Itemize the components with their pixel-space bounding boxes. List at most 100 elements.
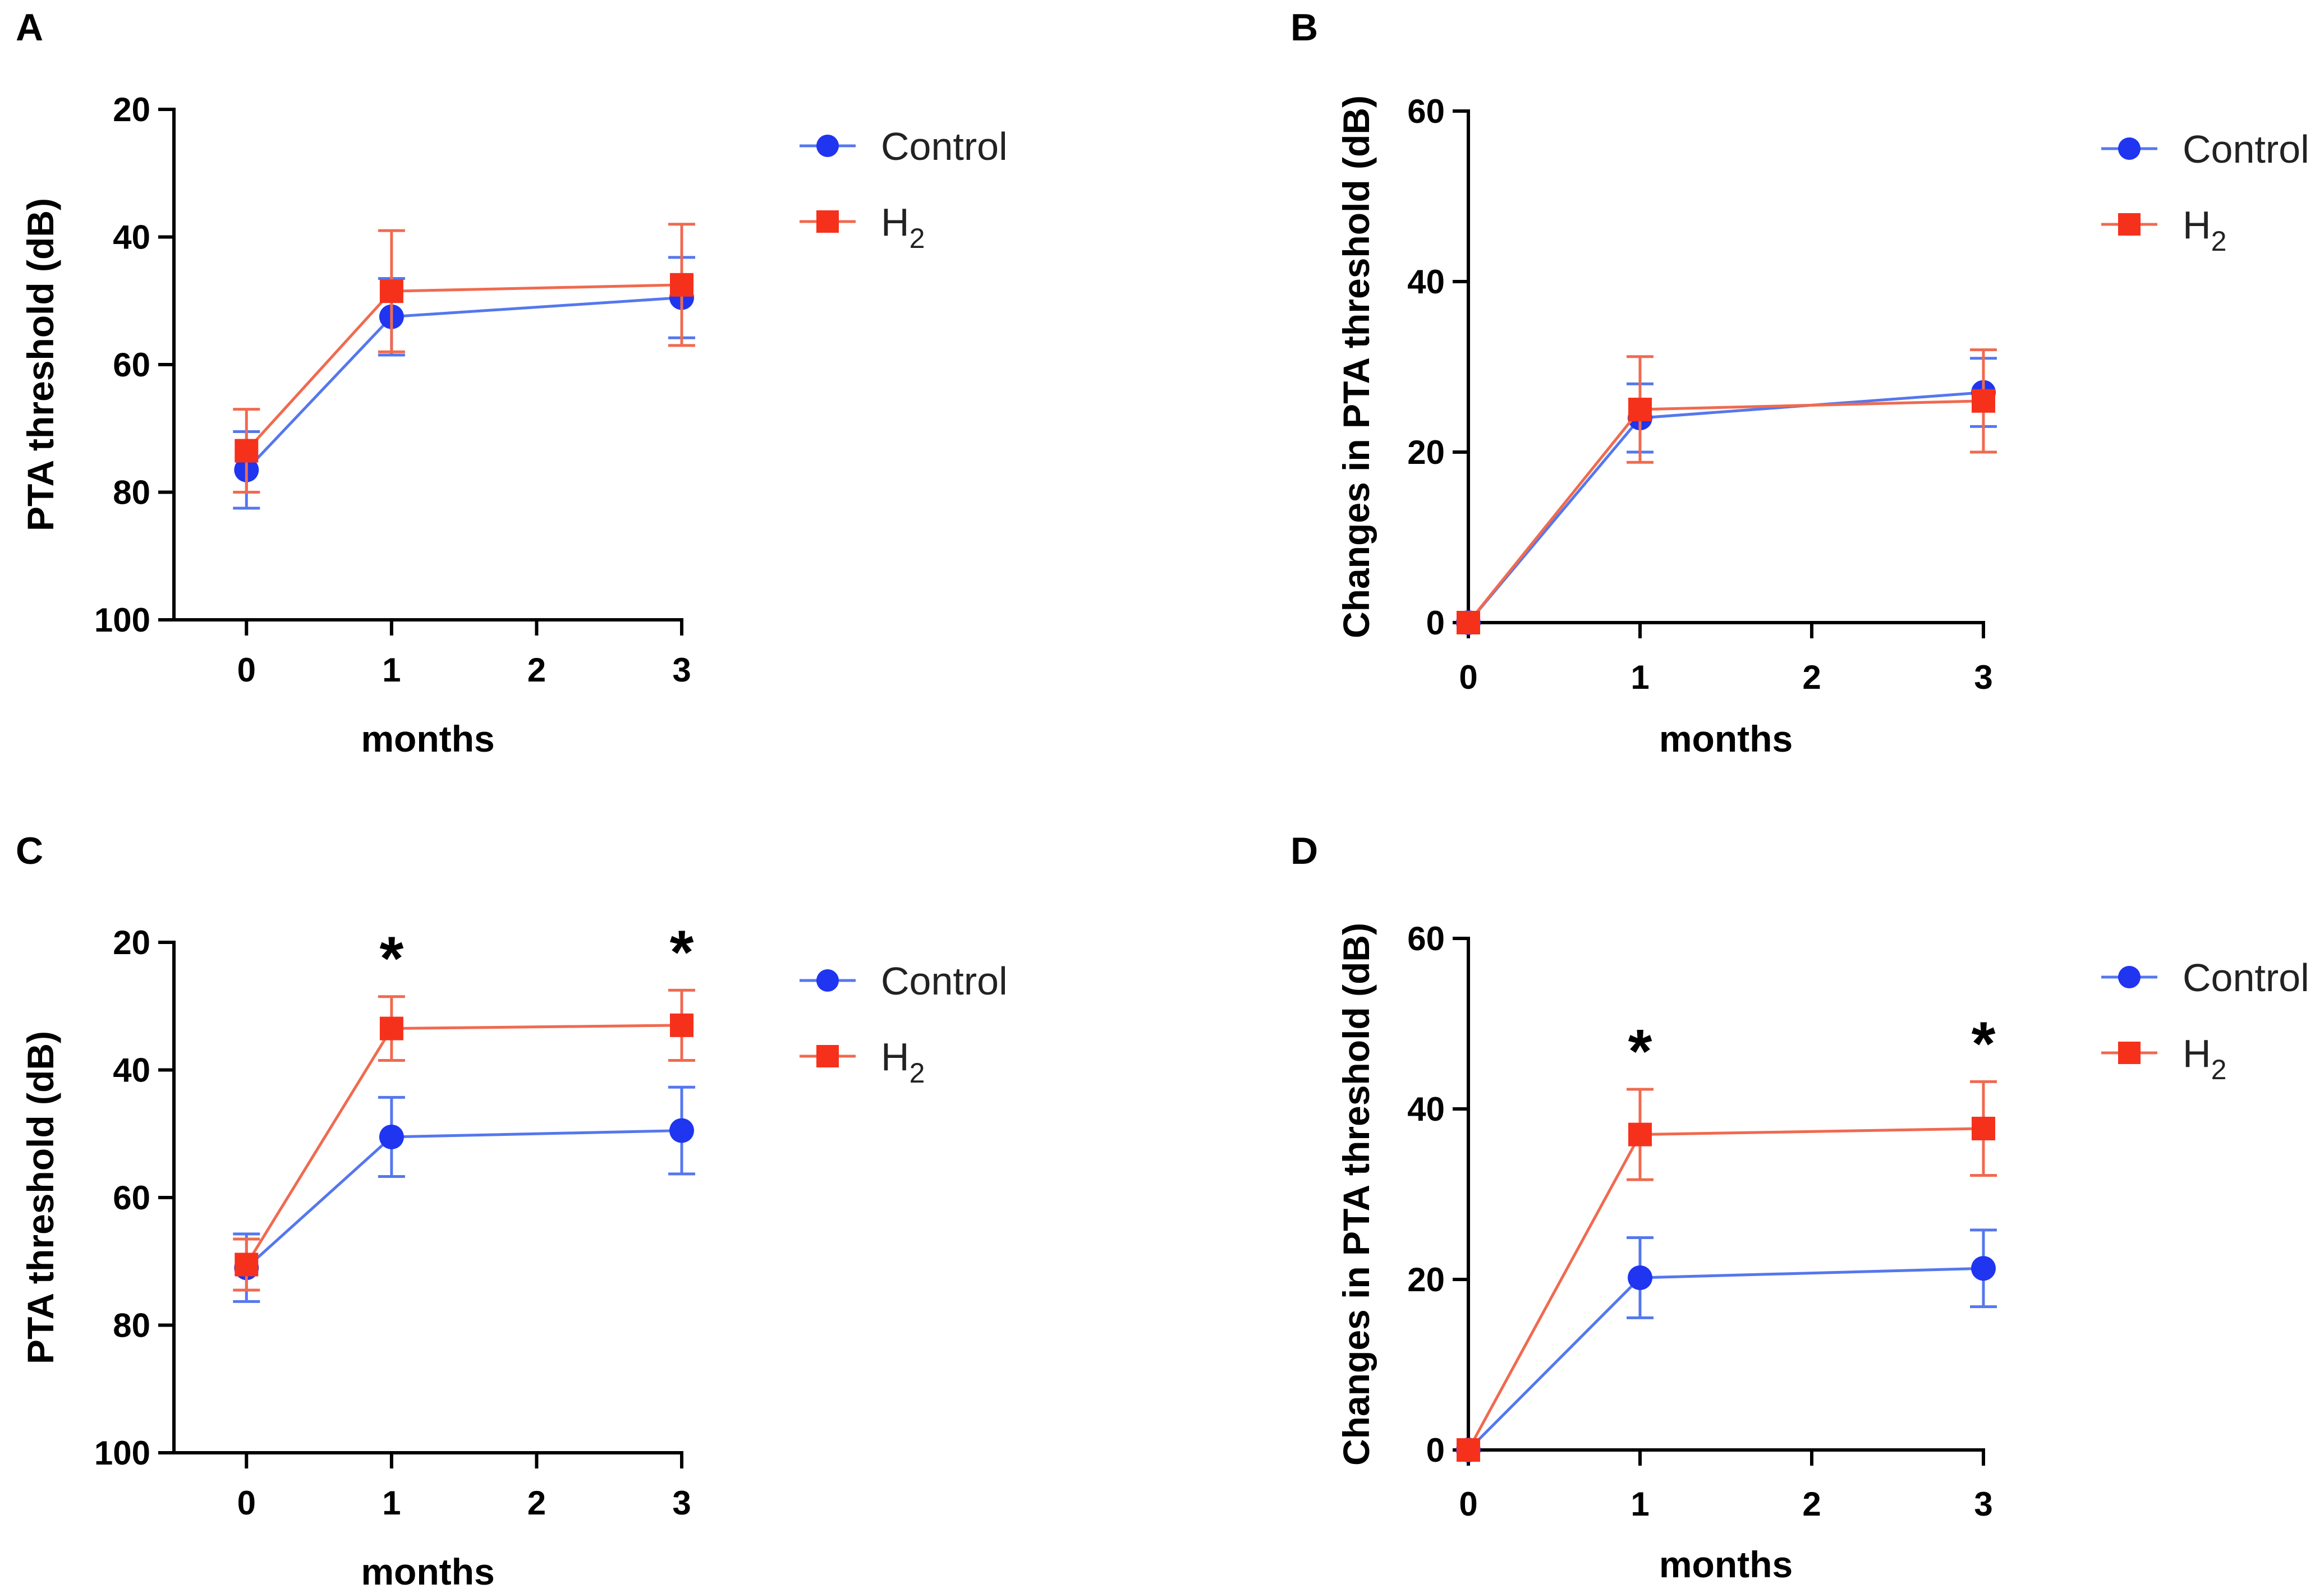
y-tick-label: 20 (1407, 1261, 1445, 1299)
panel-d: D 0 20 40 60 0 1 2 3 months Changes in PTA thresho… (1290, 830, 2309, 1585)
legend-h2-label: H2 (881, 1035, 925, 1089)
data-point (1628, 398, 1652, 421)
data-point (235, 1253, 259, 1277)
x-axis-title: months (1659, 718, 1793, 759)
x-tick-label: 0 (1459, 1485, 1477, 1523)
y-tick-label: 60 (113, 1179, 150, 1217)
series-line (245, 296, 682, 471)
data-point (670, 273, 693, 297)
x-tick-label: 2 (1802, 1485, 1821, 1523)
data-point (1628, 1122, 1652, 1147)
legend: Control H2 (2101, 956, 2309, 1085)
x-tick-label: 3 (1974, 1485, 1992, 1523)
series-h2 (1457, 348, 1997, 634)
legend-control-marker (2118, 966, 2141, 988)
legend-h2-subscript: 2 (910, 223, 925, 254)
data-point (1457, 611, 1480, 634)
y-axis-title: PTA threshold (dB) (20, 198, 61, 531)
y-tick-label: 80 (113, 474, 150, 512)
panel-label: A (16, 6, 43, 49)
legend-control-marker (816, 135, 839, 157)
legend-control-label: Control (2183, 127, 2309, 171)
significance-star: * (1628, 1017, 1652, 1086)
x-axis-title: months (361, 718, 494, 759)
legend-h2-main: H (2183, 203, 2211, 247)
legend-h2-subscript: 2 (2211, 225, 2227, 257)
data-point (669, 1118, 694, 1143)
data-point (670, 1013, 693, 1037)
x-tick-label: 2 (1802, 659, 1821, 696)
x-tick-label: 1 (382, 1484, 401, 1522)
x-tick-label: 3 (672, 651, 691, 689)
legend-control-label: Control (881, 959, 1008, 1003)
x-axis-title: months (1659, 1544, 1793, 1585)
series-line (245, 1024, 682, 1265)
significance-star: * (1972, 1009, 1996, 1078)
series-control (1456, 1228, 1997, 1462)
panel-c: C 20 40 60 80 100 0 1 2 3 months PTA threshold (dB)… (16, 830, 1008, 1592)
y-axis-title: PTA threshold (dB) (20, 1031, 61, 1364)
x-tick-label: 1 (382, 651, 401, 689)
data-point (1971, 1256, 1996, 1281)
y-tick-label: 0 (1426, 1431, 1445, 1469)
series-control (233, 1085, 695, 1303)
legend-h2-main: H (2183, 1032, 2211, 1075)
series-h2 (1457, 1080, 1997, 1462)
y-tick-label: 60 (113, 346, 150, 384)
series-h2 (233, 988, 695, 1292)
panel-label: C (16, 830, 43, 872)
legend-h2-main: H (881, 200, 910, 244)
legend-h2-main: H (881, 1035, 910, 1079)
data-point (379, 1124, 404, 1149)
x-tick-label: 0 (237, 651, 256, 689)
series-line (1467, 399, 1984, 624)
y-tick-label: 60 (1407, 93, 1445, 130)
x-tick-label: 0 (1459, 659, 1477, 696)
panel-b: B 0 20 40 60 0 1 2 3 months Changes in PTA thresho… (1290, 6, 2309, 759)
y-tick-label: 80 (113, 1307, 150, 1345)
y-axis-title: Changes in PTA threshold (dB) (1335, 95, 1377, 638)
significance-star: * (670, 918, 694, 987)
legend-control-marker (816, 969, 839, 992)
legend-control-label: Control (2183, 956, 2309, 1000)
series-line (1467, 391, 1984, 624)
series-h2 (233, 223, 695, 494)
series-line (245, 283, 682, 452)
x-axis-title: months (361, 1551, 494, 1592)
legend-h2-label: H2 (881, 200, 925, 254)
series-control (1456, 357, 1997, 635)
legend-h2-label: H2 (2183, 203, 2226, 257)
y-tick-label: 40 (113, 219, 150, 256)
legend-h2-marker (816, 1045, 839, 1067)
legend-control-label: Control (881, 125, 1008, 168)
data-point (1972, 389, 1995, 413)
x-tick-label: 3 (672, 1484, 691, 1522)
x-tick-label: 3 (1974, 659, 1992, 696)
legend-h2-subscript: 2 (910, 1057, 925, 1089)
panel-label: D (1290, 830, 1318, 872)
significance-star: * (379, 924, 403, 993)
y-tick-label: 20 (1407, 434, 1445, 471)
legend: Control H2 (800, 125, 1008, 254)
x-tick-label: 2 (527, 651, 546, 689)
y-tick-label: 40 (1407, 263, 1445, 301)
y-tick-label: 20 (113, 91, 150, 128)
data-point (379, 1016, 403, 1040)
x-tick-label: 1 (1631, 1485, 1649, 1523)
series-line (245, 1129, 682, 1269)
x-tick-label: 1 (1631, 659, 1649, 696)
y-tick-label: 40 (113, 1052, 150, 1089)
x-tick-label: 0 (237, 1484, 256, 1522)
panel-a: A 20 40 60 80 100 0 1 2 3 months PTA threshold (dB)… (16, 6, 1008, 759)
data-point (1972, 1116, 1995, 1140)
legend: Control H2 (800, 959, 1008, 1089)
y-tick-label: 40 (1407, 1090, 1445, 1128)
series-control (233, 256, 695, 510)
series-line (1467, 1127, 1984, 1451)
y-tick-label: 100 (94, 1434, 150, 1472)
legend-control-marker (2118, 137, 2141, 160)
panel-label: B (1290, 6, 1318, 49)
series-line (1467, 1267, 1984, 1451)
x-tick-label: 2 (527, 1484, 546, 1522)
